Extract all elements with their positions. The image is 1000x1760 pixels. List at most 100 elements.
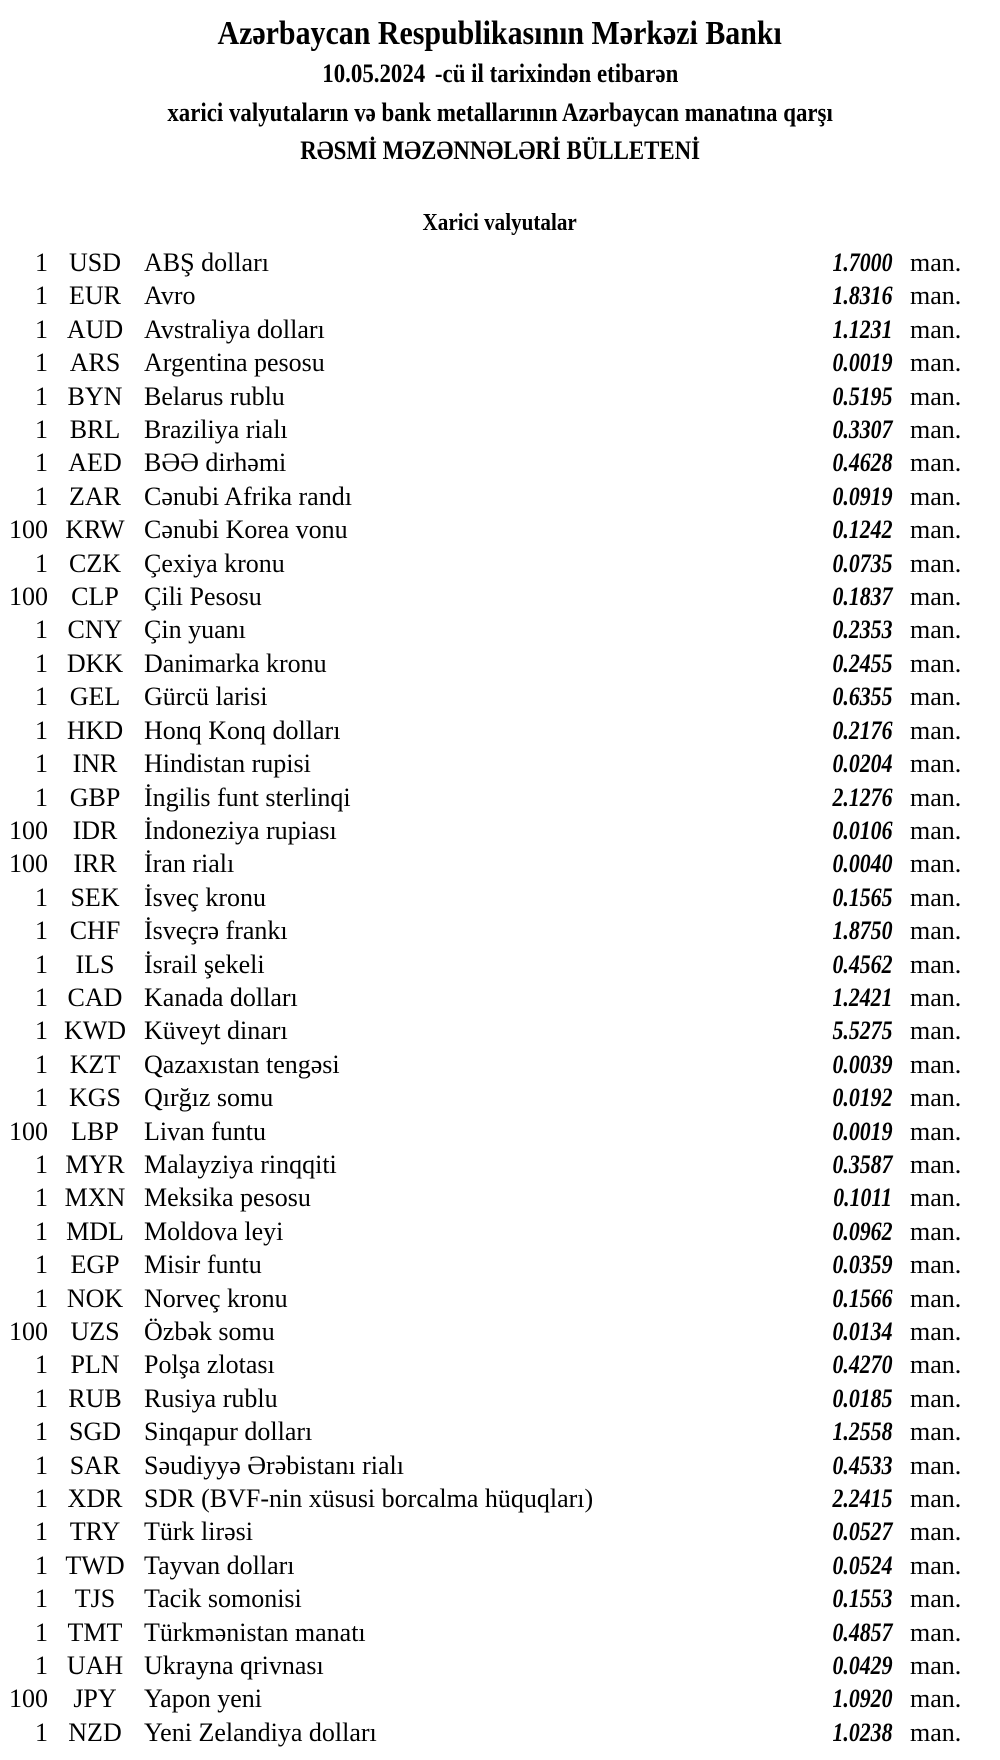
rate-row: 1 UAH Ukrayna qrivnası 0.0429 man. — [0, 1649, 1000, 1682]
rate-value: 0.1011 — [762, 1181, 892, 1214]
rate-quantity: 100 — [9, 1317, 48, 1346]
rate-unit: man. — [910, 1450, 962, 1480]
currency-code: IRR — [73, 849, 117, 879]
rate-value-text: 0.0429 — [831, 1651, 892, 1681]
currency-name: Səudiyyə Ərəbistanı rialı — [144, 1450, 404, 1480]
rate-quantity: 1 — [35, 448, 48, 478]
rate-value-text: 1.8750 — [831, 916, 892, 946]
rate-row: 1 TRY Türk lirəsi 0.0527 man. — [0, 1515, 1000, 1548]
currency-code: CAD — [67, 982, 123, 1012]
rate-row: 1 NZD Yeni Zelandiya dolları 1.0238 man. — [0, 1716, 1000, 1749]
currency-code: MXN — [64, 1183, 126, 1213]
rate-unit: man. — [910, 281, 962, 311]
rate-quantity: 1 — [35, 1584, 48, 1614]
rate-value-text: 0.4857 — [831, 1617, 892, 1647]
rates-table: 1 USD ABŞ dolları 1.7000 man. 1 EUR Avro… — [0, 246, 1000, 1749]
rate-quantity: 1 — [35, 1049, 48, 1079]
rate-quantity: 1 — [35, 1383, 48, 1413]
currency-code: BRL — [69, 415, 121, 445]
rate-value-text: 0.2353 — [831, 615, 892, 645]
currency-code: MYR — [65, 1149, 125, 1179]
rate-value: 5.5275 — [762, 1014, 892, 1047]
rate-quantity: 100 — [9, 815, 48, 845]
currency-code: ZAR — [69, 481, 121, 511]
rate-unit: man. — [910, 548, 962, 578]
rate-unit: man. — [910, 1083, 962, 1113]
rate-value-text: 0.1565 — [831, 882, 892, 912]
rate-quantity: 1 — [35, 782, 48, 812]
rate-value: 0.4628 — [762, 446, 892, 479]
rate-unit: man. — [910, 916, 962, 946]
rate-value: 0.0962 — [762, 1215, 892, 1248]
rate-quantity: 1 — [35, 314, 48, 344]
currency-name: Danimarka kronu — [144, 648, 327, 678]
rate-value-text: 0.3587 — [831, 1149, 892, 1179]
rate-value-text: 0.4562 — [831, 949, 892, 979]
rate-value: 2.1276 — [762, 781, 892, 814]
rate-row: 1 MDL Moldova leyi 0.0962 man. — [0, 1215, 1000, 1248]
rate-quantity: 1 — [35, 481, 48, 511]
rate-unit: man. — [910, 1417, 962, 1447]
currency-code: TJS — [74, 1584, 116, 1614]
currency-name: Argentina pesosu — [144, 348, 325, 378]
rate-quantity: 1 — [35, 749, 48, 779]
currency-name: Qazaxıstan tengəsi — [144, 1049, 340, 1079]
rate-unit: man. — [910, 415, 962, 445]
rate-row: 100 IRR İran rialı 0.0040 man. — [0, 847, 1000, 880]
rate-row: 1 ILS İsrail şekeli 0.4562 man. — [0, 948, 1000, 981]
rate-unit: man. — [910, 1651, 962, 1681]
rate-unit: man. — [910, 1550, 962, 1580]
rate-value-text: 0.0185 — [831, 1383, 892, 1413]
rate-value: 0.4533 — [762, 1449, 892, 1482]
rate-row: 100 LBP Livan funtu 0.0019 man. — [0, 1115, 1000, 1148]
currency-code: HKD — [66, 715, 124, 745]
currency-name: SDR (BVF-nin xüsusi borcalma hüquqları) — [144, 1484, 594, 1514]
currency-name: İsveçrə frankı — [144, 916, 288, 946]
rate-value: 0.0134 — [762, 1315, 892, 1348]
rate-unit: man. — [910, 248, 962, 277]
currency-code: NZD — [68, 1717, 122, 1747]
currency-code: INR — [72, 749, 118, 779]
rate-quantity: 1 — [35, 381, 48, 411]
rate-row: 1 AED BƏƏ dirhəmi 0.4628 man. — [0, 446, 1000, 479]
rate-unit: man. — [910, 715, 962, 745]
rate-unit: man. — [910, 982, 962, 1012]
rate-value-text: 1.0238 — [831, 1717, 892, 1747]
rate-row: 100 CLP Çili Pesosu 0.1837 man. — [0, 580, 1000, 613]
rate-row: 1 ARS Argentina pesosu 0.0019 man. — [0, 346, 1000, 379]
rate-row: 1 MXN Meksika pesosu 0.1011 man. — [0, 1181, 1000, 1214]
rate-value-text: 1.0920 — [831, 1684, 892, 1714]
rate-row: 1 RUB Rusiya rublu 0.0185 man. — [0, 1382, 1000, 1415]
currency-name: Sinqapur dolları — [144, 1417, 313, 1447]
section-title-text: Xarici valyutalar — [422, 210, 578, 236]
effective-date: 10.05.2024 — [321, 59, 425, 88]
rate-row: 1 KGS Qırğız somu 0.0192 man. — [0, 1081, 1000, 1114]
rate-unit: man. — [910, 1216, 962, 1246]
rate-unit: man. — [910, 1149, 962, 1179]
currency-name: İndoneziya rupiası — [144, 815, 337, 845]
rate-unit: man. — [910, 582, 962, 612]
rate-value: 0.5195 — [762, 380, 892, 413]
currency-code: IDR — [72, 815, 118, 845]
rate-value: 0.0524 — [762, 1549, 892, 1582]
currency-name: BƏƏ dirhəmi — [144, 448, 287, 478]
currency-code: GBP — [69, 782, 121, 812]
rate-quantity: 1 — [35, 1149, 48, 1179]
rate-unit: man. — [910, 1183, 962, 1213]
currency-name: ABŞ dolları — [144, 248, 269, 277]
rate-quantity: 1 — [35, 1550, 48, 1580]
currency-name: Cənubi Korea vonu — [144, 515, 348, 545]
rate-value-text: 1.2421 — [831, 982, 892, 1012]
rate-quantity: 100 — [9, 515, 48, 545]
rate-value-text: 0.0962 — [831, 1216, 892, 1246]
rate-row: 100 JPY Yapon yeni 1.0920 man. — [0, 1682, 1000, 1715]
rate-row: 1 TMT Türkmənistan manatı 0.4857 man. — [0, 1616, 1000, 1649]
rate-unit: man. — [910, 782, 962, 812]
rate-row: 1 CZK Çexiya kronu 0.0735 man. — [0, 547, 1000, 580]
rate-value: 0.1565 — [762, 881, 892, 914]
rate-quantity: 1 — [35, 1450, 48, 1480]
rate-row: 1 BYN Belarus rublu 0.5195 man. — [0, 380, 1000, 413]
currency-name: Malayziya rinqqiti — [144, 1149, 337, 1179]
rate-row: 1 BRL Braziliya rialı 0.3307 man. — [0, 413, 1000, 446]
currency-code: UZS — [70, 1317, 120, 1346]
